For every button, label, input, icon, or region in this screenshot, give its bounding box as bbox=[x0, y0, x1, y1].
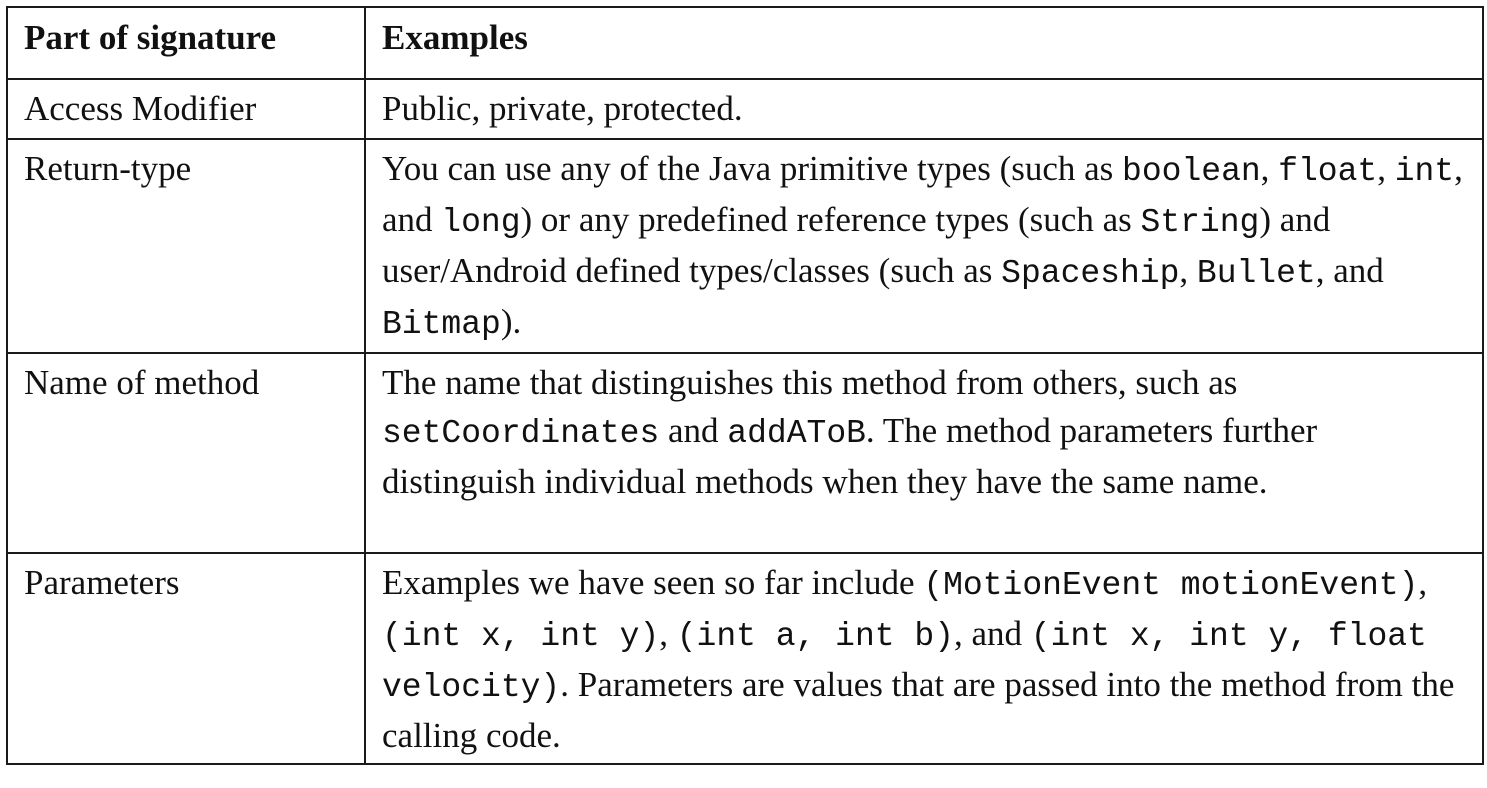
table-row: Access Modifier Public, private, protect… bbox=[6, 78, 1484, 140]
text-segment: , bbox=[1260, 149, 1279, 188]
code-segment: boolean bbox=[1122, 153, 1261, 190]
row-part-cell: Return-type bbox=[6, 138, 366, 354]
code-segment: (int a, int b) bbox=[676, 618, 954, 655]
row-examples-cell: Examples we have seen so far include (Mo… bbox=[364, 552, 1484, 765]
row-part-cell: Parameters bbox=[6, 552, 366, 765]
row-examples-cell: The name that distinguishes this method … bbox=[364, 352, 1484, 554]
text-segment: . The method parameters further distingu… bbox=[382, 411, 1318, 501]
text-segment: and bbox=[659, 411, 728, 450]
code-segment: (MotionEvent motionEvent) bbox=[923, 567, 1419, 604]
text-segment: , bbox=[1377, 149, 1395, 188]
code-segment: Spaceship bbox=[1001, 255, 1180, 292]
row-examples-cell: Public, private, protected. bbox=[364, 78, 1484, 140]
text-segment: ) or any predefined reference types (suc… bbox=[520, 200, 1141, 239]
code-segment: Bitmap bbox=[382, 306, 501, 343]
text-segment: , bbox=[659, 614, 677, 653]
text-segment: ) and user/Android defined types/classes… bbox=[382, 200, 1331, 290]
header-part-of-signature: Part of signature bbox=[6, 6, 366, 80]
table-row: Return-type You can use any of the Java … bbox=[6, 138, 1484, 354]
text-segment: , bbox=[1418, 563, 1428, 602]
row-part-cell: Access Modifier bbox=[6, 78, 366, 140]
signature-table-container: Part of signature Examples Access Modifi… bbox=[6, 6, 1484, 785]
code-segment: String bbox=[1140, 204, 1260, 241]
text-segment: You can use any of the Java primitive ty… bbox=[382, 149, 1123, 188]
code-segment: addAToB bbox=[727, 415, 866, 452]
row-examples-cell: You can use any of the Java primitive ty… bbox=[364, 138, 1484, 354]
row-part-cell: Name of method bbox=[6, 352, 366, 554]
code-segment: (int x, int y) bbox=[382, 618, 660, 655]
table-row: Name of method The name that distinguish… bbox=[6, 352, 1484, 554]
code-segment: (int x, int y, float velocity) bbox=[382, 618, 1427, 706]
code-segment: float bbox=[1278, 153, 1378, 190]
code-segment: long bbox=[441, 204, 521, 241]
text-segment: , bbox=[1179, 251, 1197, 290]
text-segment: , and bbox=[954, 614, 1031, 653]
code-segment: int bbox=[1394, 153, 1455, 190]
code-segment: Bullet bbox=[1196, 255, 1316, 292]
header-examples: Examples bbox=[364, 6, 1484, 80]
text-segment: , and bbox=[1315, 251, 1384, 290]
text-segment: Public, private, protected. bbox=[382, 89, 743, 128]
signature-table: Part of signature Examples Access Modifi… bbox=[6, 6, 1484, 765]
table-header-row: Part of signature Examples bbox=[6, 6, 1484, 80]
code-segment: setCoordinates bbox=[382, 415, 660, 452]
text-segment: . Parameters are values that are passed … bbox=[382, 665, 1455, 755]
text-segment: Examples we have seen so far include bbox=[382, 563, 924, 602]
text-segment: , and bbox=[382, 149, 1463, 239]
text-segment: ). bbox=[500, 302, 522, 341]
table-row: Parameters Examples we have seen so far … bbox=[6, 552, 1484, 765]
text-segment: The name that distinguishes this method … bbox=[382, 363, 1238, 402]
